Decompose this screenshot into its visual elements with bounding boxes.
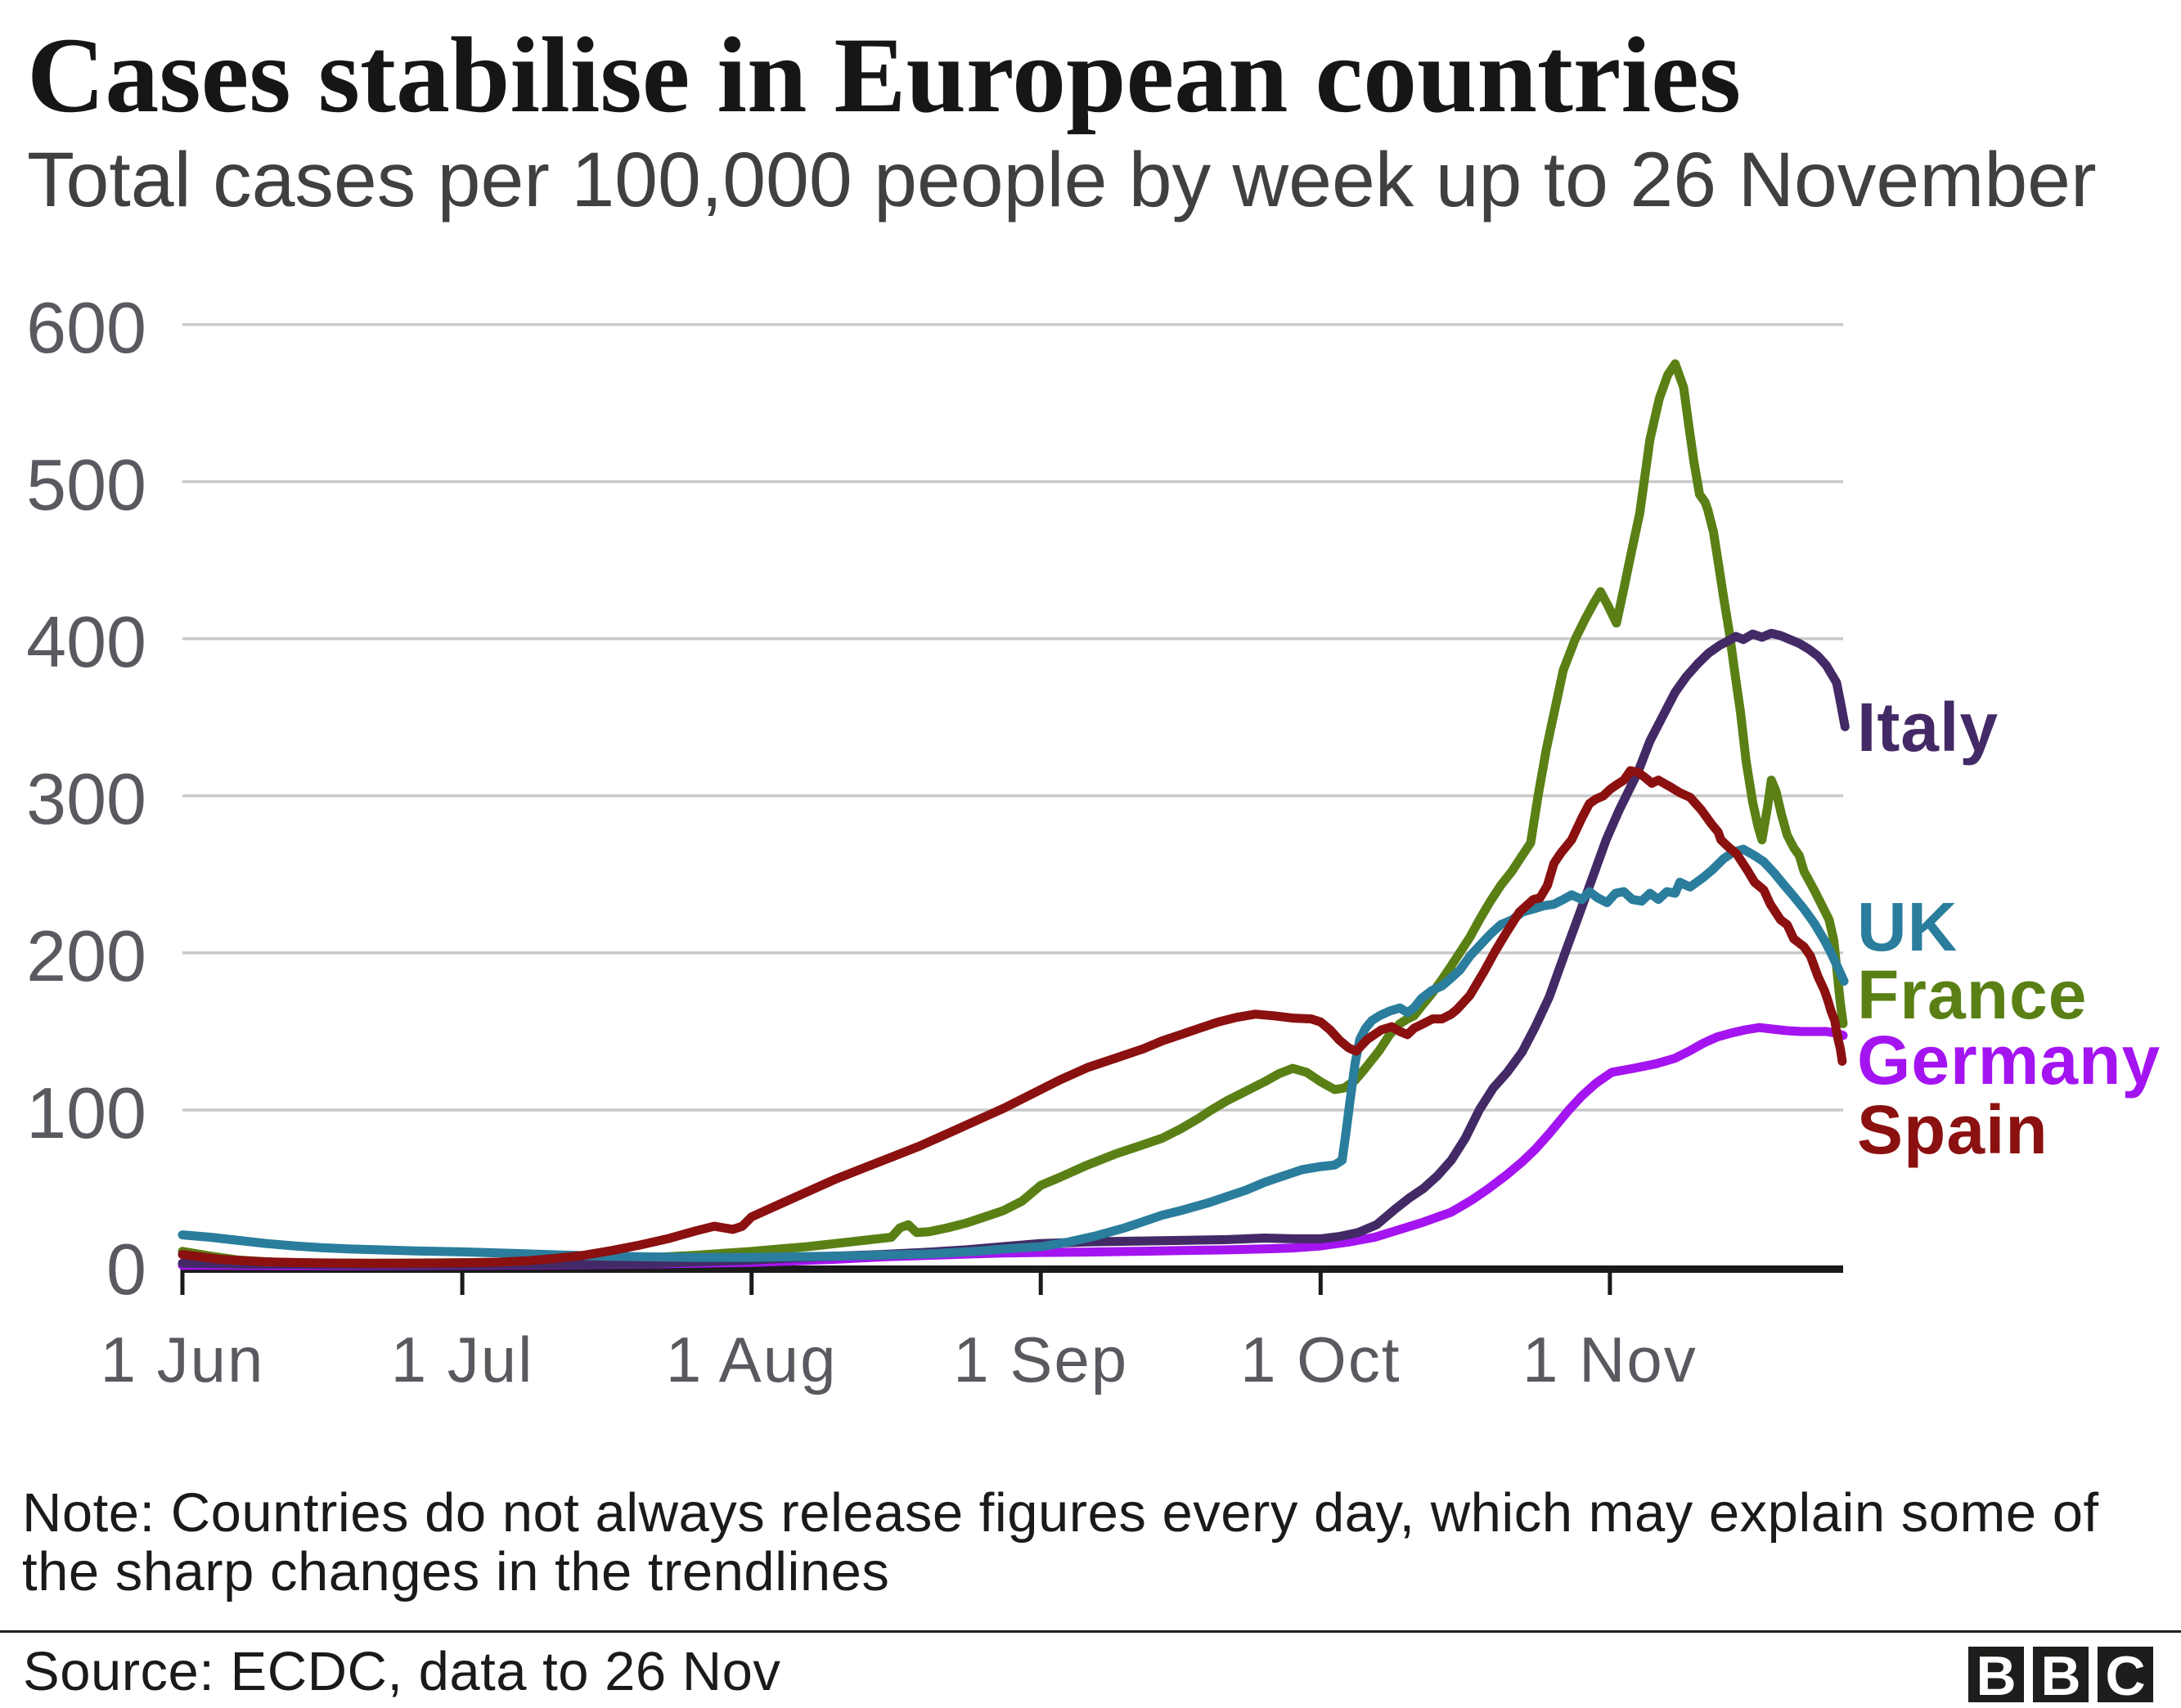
svg-text:1 Nov: 1 Nov (1522, 1324, 1698, 1396)
svg-text:Total cases per 100,000 people: Total cases per 100,000 people by week u… (27, 137, 2097, 223)
svg-text:300: 300 (26, 758, 146, 839)
svg-text:Source: ECDC, data to 26 Nov: Source: ECDC, data to 26 Nov (23, 1641, 780, 1702)
svg-text:B: B (1976, 1645, 2016, 1704)
svg-text:600: 600 (26, 287, 146, 368)
svg-text:1 Jul: 1 Jul (391, 1324, 534, 1396)
svg-text:Spain: Spain (1857, 1091, 2048, 1168)
svg-text:B: B (2040, 1645, 2080, 1704)
svg-text:Cases stabilise in European co: Cases stabilise in European countries (27, 15, 1741, 135)
svg-text:100: 100 (26, 1072, 146, 1153)
svg-text:Germany: Germany (1857, 1022, 2161, 1099)
svg-text:France: France (1857, 956, 2087, 1033)
svg-text:Note: Countries do not always: Note: Countries do not always release fi… (22, 1482, 2099, 1544)
svg-text:C: C (2105, 1645, 2145, 1704)
svg-text:500: 500 (26, 444, 146, 525)
svg-text:UK: UK (1857, 888, 1958, 965)
svg-text:0: 0 (106, 1229, 146, 1310)
svg-text:400: 400 (26, 601, 146, 682)
svg-text:1 Oct: 1 Oct (1240, 1324, 1401, 1396)
svg-text:1 Aug: 1 Aug (666, 1324, 838, 1396)
svg-text:200: 200 (26, 915, 146, 996)
svg-text:1 Sep: 1 Sep (953, 1324, 1128, 1396)
svg-text:the sharp changes in the trend: the sharp changes in the trendlines (22, 1541, 889, 1602)
svg-text:Italy: Italy (1857, 689, 1999, 766)
svg-text:1 Jun: 1 Jun (101, 1324, 265, 1396)
